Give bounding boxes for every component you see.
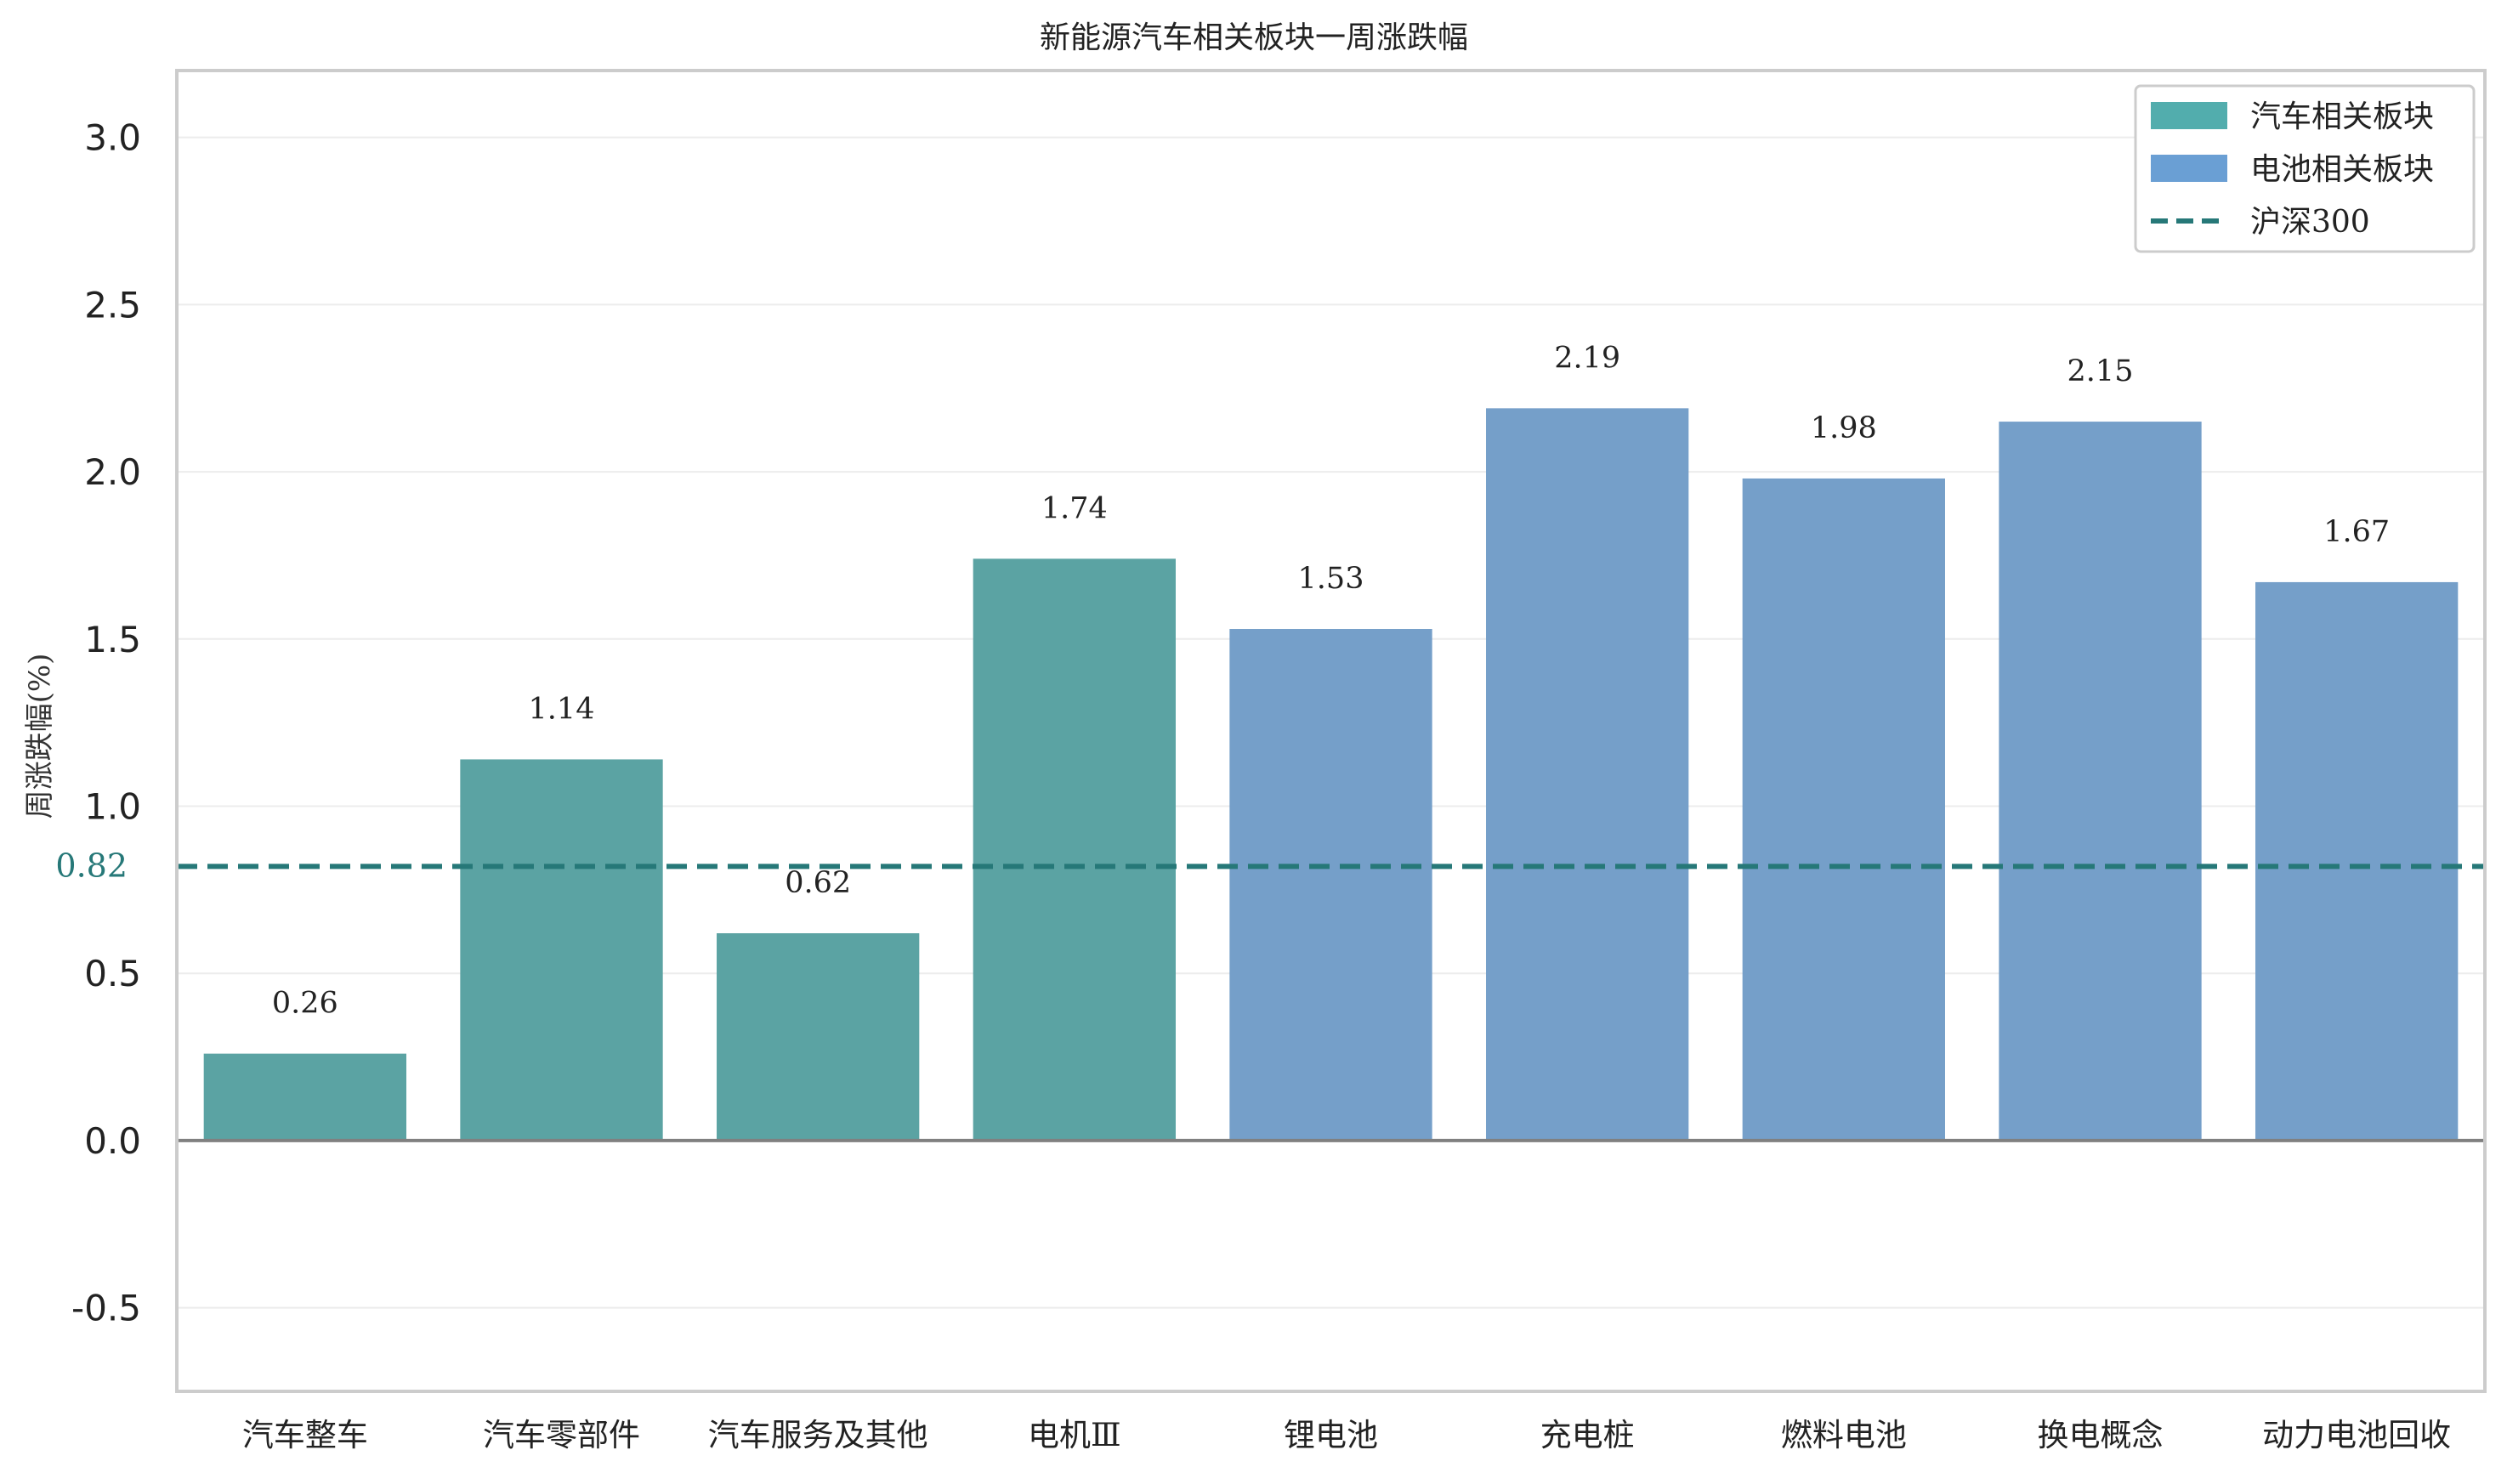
x-tick-label: 锂电池	[1284, 1417, 1378, 1453]
y-tick-labels: -0.5 0.0 0.5 1.0 1.5 2.0 2.5 3.0	[71, 117, 141, 1329]
data-label: 0.62	[785, 866, 851, 900]
y-tick-label: 0.5	[84, 953, 141, 994]
y-tick-label: 3.0	[84, 117, 141, 159]
x-tick-label: 汽车零部件	[483, 1417, 640, 1453]
value-labels: 0.26 1.14 0.62 1.74 1.53 2.19 1.98 2.15 1.67	[272, 341, 2390, 1020]
chart-title: 新能源汽车相关板块一周涨跌幅	[1040, 20, 1468, 55]
bar	[717, 933, 920, 1141]
y-tick-label: 2.5	[84, 284, 141, 326]
bar	[2255, 581, 2459, 1141]
x-tick-label: 汽车服务及其他	[708, 1417, 928, 1453]
y-tick-label: 2.0	[84, 451, 141, 493]
x-tick-labels: 汽车整车 汽车零部件 汽车服务及其他 电机Ⅲ 锂电池 充电桩 燃料电池 换电概念 动力电池回收	[242, 1417, 2451, 1453]
x-tick-label: 汽车整车	[242, 1417, 368, 1453]
bar	[973, 558, 1176, 1141]
x-tick-label: 动力电池回收	[2262, 1417, 2451, 1453]
bar	[1999, 422, 2202, 1141]
legend-label: 沪深300	[2250, 205, 2370, 240]
y-tick-label: 1.0	[84, 786, 141, 828]
data-label: 1.14	[529, 692, 595, 726]
legend-label: 汽车相关板块	[2250, 99, 2434, 134]
legend-swatch	[2151, 102, 2227, 129]
x-tick-label: 燃料电池	[1781, 1417, 1907, 1453]
y-axis-label: 周涨跌幅(%)	[23, 654, 57, 819]
reference-line-group: 0.82	[55, 847, 2485, 884]
y-tick-label: -0.5	[71, 1288, 141, 1329]
bar	[1229, 629, 1432, 1141]
plot-frame	[175, 69, 2487, 1393]
bar	[1742, 478, 1945, 1141]
bar	[203, 1053, 406, 1141]
bar	[1486, 408, 1689, 1141]
legend-swatch	[2151, 155, 2227, 182]
y-tick-label: 1.5	[84, 619, 141, 660]
y-tick-label: 0.0	[84, 1120, 141, 1162]
data-label: 1.53	[1298, 562, 1364, 596]
x-tick-label: 电机Ⅲ	[1028, 1417, 1121, 1453]
data-label: 0.26	[272, 987, 338, 1021]
data-label: 1.74	[1041, 491, 1108, 525]
bars	[203, 408, 2459, 1141]
data-label: 2.19	[1554, 341, 1620, 375]
data-label: 2.15	[2067, 354, 2134, 388]
bar	[460, 759, 663, 1141]
data-label: 1.98	[1811, 411, 1877, 445]
x-tick-label: 充电桩	[1540, 1417, 1635, 1453]
x-tick-label: 换电概念	[2038, 1417, 2164, 1453]
data-label: 1.67	[2323, 515, 2390, 549]
reference-line-value: 0.82	[55, 847, 128, 884]
legend-label: 电池相关板块	[2250, 152, 2434, 187]
